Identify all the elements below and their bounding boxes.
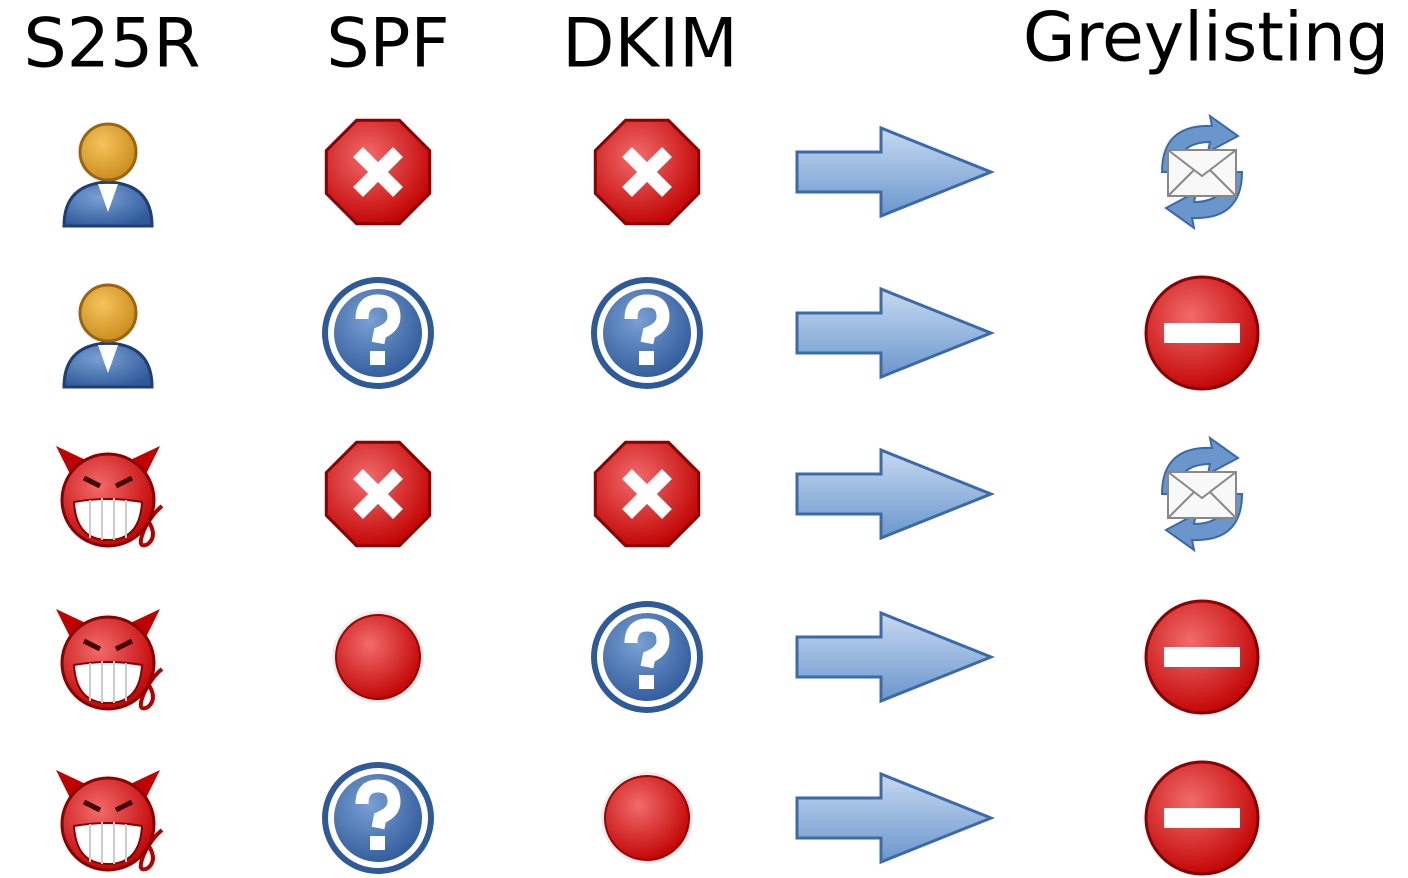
column-header: S25R xyxy=(24,5,201,84)
mail-icon xyxy=(1161,115,1243,229)
dot-icon xyxy=(331,610,425,704)
question-icon xyxy=(322,762,434,874)
question-icon xyxy=(322,277,434,389)
noentry-icon xyxy=(1144,275,1260,391)
user-icon xyxy=(62,122,154,228)
column-header: DKIM xyxy=(562,5,738,84)
question-icon xyxy=(591,277,703,389)
devil-icon xyxy=(56,770,162,870)
arrow-icon xyxy=(795,611,993,703)
mail-icon xyxy=(1161,437,1243,551)
column-header: SPF xyxy=(326,5,449,84)
devil-icon xyxy=(56,446,162,546)
arrow-icon xyxy=(795,772,993,864)
stop-icon xyxy=(326,442,429,545)
stop-icon xyxy=(326,120,429,223)
devil-icon xyxy=(56,609,162,709)
dot-icon xyxy=(600,771,694,865)
question-icon xyxy=(591,601,703,713)
arrow-icon xyxy=(795,448,993,540)
user-icon xyxy=(62,283,154,389)
icon-grid xyxy=(56,115,1260,876)
column-header: Greylisting xyxy=(1023,0,1389,78)
noentry-icon xyxy=(1144,599,1260,715)
stop-icon xyxy=(595,442,698,545)
noentry-icon xyxy=(1144,760,1260,876)
stop-icon xyxy=(595,120,698,223)
arrow-icon xyxy=(795,287,993,379)
arrow-icon xyxy=(795,126,993,218)
